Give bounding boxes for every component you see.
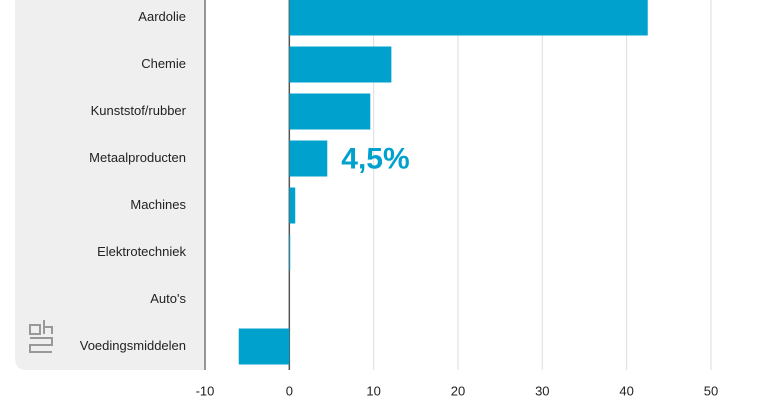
logo	[29, 320, 53, 353]
y-tick-label: Chemie	[141, 56, 186, 71]
y-tick-label: Voedingsmiddelen	[80, 338, 186, 353]
value-label: 4,5%	[341, 142, 409, 175]
x-tick-label: 20	[451, 383, 465, 398]
bar	[289, 93, 371, 130]
bar	[289, 140, 328, 177]
y-tick-label: Auto's	[150, 291, 186, 306]
y-tick-label: Machines	[130, 197, 186, 212]
x-tick-label: 0	[286, 383, 293, 398]
x-tick-label: 30	[535, 383, 549, 398]
bar	[289, 187, 296, 224]
x-tick-label: -10	[196, 383, 215, 398]
bar	[289, 0, 648, 36]
y-tick-label: Kunststof/rubber	[91, 103, 187, 118]
x-tick-label: 50	[704, 383, 718, 398]
bar	[289, 46, 392, 83]
y-tick-label: Metaalproducten	[89, 150, 186, 165]
x-tick-label: 10	[366, 383, 380, 398]
x-tick-label: 40	[619, 383, 633, 398]
y-tick-label: Aardolie	[138, 9, 186, 24]
bar	[289, 234, 291, 271]
label-panel	[15, 0, 205, 370]
y-tick-label: Elektrotechniek	[97, 244, 186, 259]
bar	[238, 328, 290, 365]
